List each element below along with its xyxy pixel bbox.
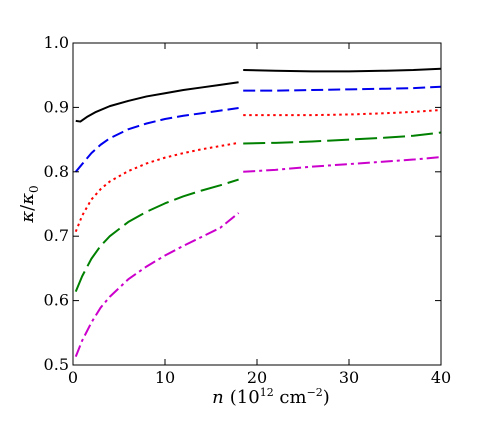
series-1-segment-1 — [243, 85, 442, 92]
y-tick-label-5: 1.0 — [44, 33, 69, 52]
x-tick-label-2: 20 — [247, 368, 267, 387]
x-tick-label-1: 10 — [155, 368, 175, 387]
series-2-segment-1 — [243, 108, 442, 117]
x-tick-label-3: 30 — [339, 368, 359, 387]
series-4-segment-1 — [243, 155, 442, 173]
x-tick-label-0: 0 — [68, 368, 78, 387]
plot-frame — [72, 42, 442, 366]
x-axis-label: n (1012 cm−2) — [212, 386, 330, 408]
series-0-segment-1 — [243, 67, 442, 73]
series-4-segment-0 — [74, 212, 240, 358]
y-axis-label: κ/κ0 — [17, 185, 41, 223]
tick-layer: 0 10 20 30 40 0.5 0.6 0.7 0.8 0.9 1.0 — [44, 33, 452, 387]
series-2-segment-0 — [74, 141, 239, 233]
series-0-segment-0 — [75, 81, 239, 123]
y-tick-label-2: 0.7 — [44, 226, 69, 245]
x-tick-label-4: 40 — [431, 368, 451, 387]
y-tick-label-4: 0.9 — [44, 97, 69, 116]
y-tick-label-0: 0.5 — [44, 355, 69, 374]
series-3-segment-1 — [243, 131, 442, 145]
y-tick-label-1: 0.6 — [44, 291, 69, 310]
series-layer — [74, 67, 442, 358]
series-3-segment-0 — [74, 178, 239, 292]
y-tick-label-3: 0.8 — [44, 162, 69, 181]
series-1-segment-0 — [74, 107, 239, 173]
